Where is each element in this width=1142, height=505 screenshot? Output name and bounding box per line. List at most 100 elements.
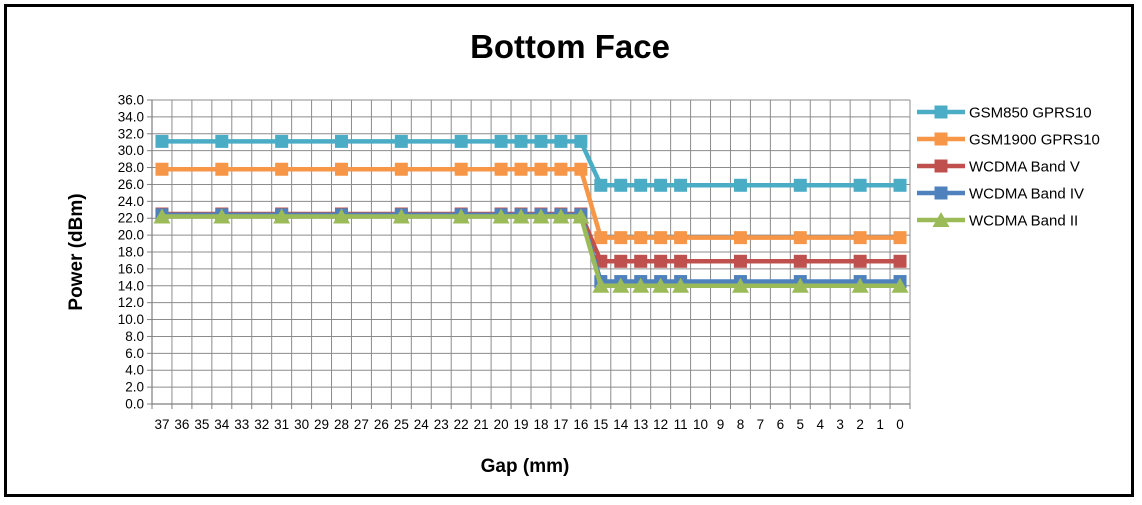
data-point xyxy=(733,254,747,268)
data-point xyxy=(674,254,688,268)
x-tick-label: 30 xyxy=(294,417,309,432)
data-point xyxy=(155,162,169,176)
data-point xyxy=(512,208,530,224)
data-point xyxy=(275,134,289,148)
chart-title: Bottom Face xyxy=(470,28,670,65)
y-tick-label: 10.0 xyxy=(118,312,144,327)
x-tick-label: 21 xyxy=(474,417,489,432)
legend-item: WCDMA Band II xyxy=(917,212,1078,230)
data-point xyxy=(335,134,348,148)
data-point xyxy=(592,277,610,293)
x-tick-label: 36 xyxy=(174,417,189,432)
x-tick-label: 24 xyxy=(414,417,430,432)
data-point xyxy=(654,254,668,268)
x-tick-label: 31 xyxy=(274,417,289,432)
x-tick-label: 2 xyxy=(856,417,864,432)
data-point xyxy=(594,231,608,245)
series-1 xyxy=(155,134,907,192)
data-point xyxy=(494,134,508,148)
data-point xyxy=(731,277,749,293)
data-point xyxy=(853,178,867,192)
data-point xyxy=(893,178,907,192)
data-point xyxy=(454,134,468,148)
data-point xyxy=(634,178,648,192)
y-tick-label: 36.0 xyxy=(118,93,144,108)
x-tick-label: 19 xyxy=(514,417,529,432)
series-line xyxy=(161,139,901,188)
x-tick-label: 27 xyxy=(354,417,369,432)
x-tick-label: 22 xyxy=(454,417,469,432)
data-point xyxy=(534,162,548,176)
data-point xyxy=(552,208,570,224)
y-tick-label: 16.0 xyxy=(118,261,144,276)
x-axis-title: Gap (mm) xyxy=(481,456,570,477)
x-tick-label: 10 xyxy=(693,417,708,432)
data-point xyxy=(634,231,648,245)
x-tick-labels: 37 36 35 34 33 32 31 30 29 28 27 26 25 24 23 22 21 20 19 18… xyxy=(154,417,903,432)
x-tick-label: 33 xyxy=(234,417,249,432)
x-tick-label: 20 xyxy=(494,417,509,432)
y-tick-label: 30.0 xyxy=(118,143,144,158)
y-tick-label: 2.0 xyxy=(125,380,144,395)
x-tick-label: 17 xyxy=(553,417,568,432)
y-tick-label: 8.0 xyxy=(125,329,144,344)
data-point xyxy=(851,277,869,293)
data-point xyxy=(572,208,590,224)
legend-marker xyxy=(934,159,948,173)
legend-marker xyxy=(932,212,950,227)
y-tick-label: 24.0 xyxy=(118,194,144,209)
legend-item: WCDMA Band IV xyxy=(917,186,1084,203)
series-2 xyxy=(155,162,907,245)
y-tick-label: 34.0 xyxy=(118,109,144,124)
data-point xyxy=(574,162,588,176)
data-point xyxy=(793,231,807,245)
legend-marker xyxy=(934,132,948,146)
x-tick-label: 11 xyxy=(674,417,688,432)
x-tick-label: 8 xyxy=(737,417,745,432)
y-tick-label: 4.0 xyxy=(125,363,144,378)
data-point xyxy=(273,208,291,224)
data-point xyxy=(554,134,568,148)
x-tick-label: 35 xyxy=(194,417,209,432)
data-point xyxy=(454,162,468,176)
data-point xyxy=(394,162,408,176)
data-point xyxy=(514,134,528,148)
data-point xyxy=(514,162,528,176)
x-tick-label: 7 xyxy=(757,417,765,432)
y-tick-label: 28.0 xyxy=(118,160,144,175)
series-5 xyxy=(153,208,909,293)
x-tick-label: 5 xyxy=(797,417,805,432)
y-tick-label: 12.0 xyxy=(118,295,144,310)
axes xyxy=(147,99,911,409)
data-point xyxy=(654,231,668,245)
x-tick-label: 25 xyxy=(394,417,409,432)
data-point xyxy=(733,231,747,245)
series-group xyxy=(153,134,909,293)
data-point xyxy=(492,208,510,224)
x-tick-label: 13 xyxy=(633,417,648,432)
y-tick-label: 20.0 xyxy=(118,228,144,243)
data-point xyxy=(392,208,410,224)
y-tick-label: 6.0 xyxy=(125,346,144,361)
x-tick-label: 9 xyxy=(717,417,725,432)
data-point xyxy=(574,134,588,148)
data-point xyxy=(554,162,568,176)
y-tick-label: 18.0 xyxy=(118,245,144,260)
legend-marker xyxy=(934,186,948,200)
data-point xyxy=(674,231,688,245)
legend-item: GSM1900 GPRS10 xyxy=(917,132,1100,149)
data-point xyxy=(614,178,628,192)
legend-label: WCDMA Band V xyxy=(969,159,1080,176)
legend-label: WCDMA Band II xyxy=(969,213,1078,230)
data-point xyxy=(791,277,809,293)
data-point xyxy=(793,178,807,192)
data-point xyxy=(893,231,907,245)
x-tick-label: 15 xyxy=(593,417,608,432)
gridlines xyxy=(151,99,911,405)
x-tick-label: 23 xyxy=(434,417,449,432)
x-tick-label: 4 xyxy=(816,417,824,432)
data-point xyxy=(594,178,608,192)
data-point xyxy=(652,277,670,293)
y-tick-label: 26.0 xyxy=(118,177,144,192)
